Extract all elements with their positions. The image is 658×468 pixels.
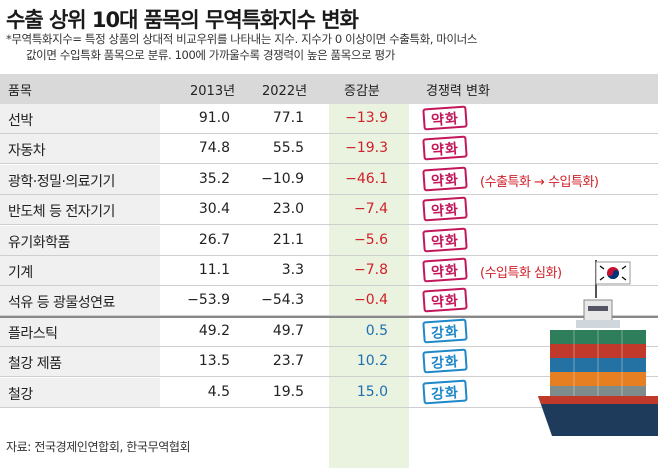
header-competitiveness: 경쟁력 변화 — [426, 84, 490, 99]
row-item: 플라스틱 — [8, 325, 58, 342]
row-name-bg — [0, 225, 160, 255]
competitiveness-stamp: 강화 — [422, 348, 468, 374]
container-stack — [550, 330, 646, 396]
row-name-bg — [0, 104, 160, 133]
table-row: 철강 제품 13.5 23.7 10.2 강화 — [0, 347, 658, 378]
korean-flag-icon — [595, 260, 631, 298]
row-name-bg — [0, 256, 160, 285]
table-row: 선박 91.0 77.1 −13.9 약화 — [0, 104, 658, 134]
table-header: 품목 2013년 2022년 증감분 경쟁력 변화 — [0, 74, 658, 104]
table-row: 철강 4.5 19.5 15.0 강화 — [0, 377, 658, 408]
header-2013: 2013년 — [190, 84, 236, 99]
competitiveness-stamp: 약화 — [422, 196, 468, 222]
row-change: −46.1 — [345, 170, 388, 187]
row-2022: 19.5 — [272, 383, 304, 400]
row-change: −19.3 — [345, 140, 388, 157]
row-name-bg — [0, 134, 160, 164]
row-2013: 26.7 — [198, 231, 230, 248]
row-name-bg — [0, 377, 160, 407]
row-item: 기계 — [8, 265, 33, 281]
row-2013: 30.4 — [198, 201, 230, 218]
row-name-bg — [0, 286, 160, 316]
note-line-2: 값이면 수입특화 품목으로 분류. 100에 가까울수록 경쟁력이 높은 품목으… — [26, 48, 395, 62]
row-2013: 74.8 — [198, 140, 230, 157]
row-2022: −10.9 — [261, 170, 304, 187]
competitiveness-stamp: 약화 — [422, 287, 468, 313]
row-change: 15.0 — [356, 383, 388, 400]
row-name-bg — [0, 347, 160, 377]
ship-hull — [538, 396, 658, 436]
row-2022: 3.3 — [281, 262, 304, 278]
competitiveness-stamp: 강화 — [422, 318, 468, 344]
row-item: 선박 — [8, 113, 33, 129]
row-rule — [0, 193, 658, 195]
table-row: 기계 11.1 3.3 −7.8 약화 (수입특화 심화) — [0, 256, 658, 286]
row-2013: 91.0 — [198, 110, 230, 126]
row-item: 자동차 — [8, 143, 46, 160]
row-item: 유기화학품 — [8, 234, 70, 251]
row-change: −7.8 — [354, 262, 388, 278]
row-name-bg — [0, 195, 160, 225]
weaken-strengthen-divider — [0, 315, 658, 318]
source-credit: 자료: 전국경제인연합회, 한국무역협회 — [6, 440, 191, 454]
row-change: −0.4 — [354, 292, 388, 309]
row-item: 철강 — [8, 386, 33, 403]
table-row: 자동차 74.8 55.5 −19.3 약화 — [0, 134, 658, 165]
row-name-bg — [0, 164, 160, 194]
header-change: 증감분 — [344, 84, 380, 99]
header-item: 품목 — [8, 84, 32, 99]
competitiveness-stamp: 약화 — [422, 166, 468, 192]
row-change: −5.6 — [354, 231, 388, 248]
table-row: 유기화학품 26.7 21.1 −5.6 약화 — [0, 225, 658, 256]
row-2022: 21.1 — [272, 231, 304, 248]
chart-title: 수출 상위 10대 품목의 무역특화지수 변화 — [6, 8, 359, 32]
definition-note: *무역특화지수= 특정 상품의 상대적 비교우위를 나타내는 지수. 지수가 0… — [6, 31, 656, 63]
row-2022: 23.7 — [272, 353, 304, 370]
row-note: (수출특화 → 수입특화) — [480, 174, 599, 190]
row-rule — [0, 285, 658, 286]
row-item: 철강 제품 — [8, 356, 62, 373]
row-2013: −53.9 — [187, 292, 230, 309]
row-rule — [0, 163, 658, 165]
row-change: −13.9 — [345, 110, 388, 126]
row-2022: 77.1 — [272, 110, 304, 126]
row-2022: 55.5 — [272, 140, 304, 157]
competitiveness-stamp: 약화 — [422, 257, 468, 283]
row-change: 10.2 — [356, 353, 388, 370]
container-ship-illustration — [538, 260, 658, 436]
row-2013: 11.1 — [198, 262, 230, 278]
row-rule — [0, 224, 658, 226]
row-rule — [0, 133, 658, 134]
competitiveness-stamp: 약화 — [422, 135, 468, 161]
row-note: (수입특화 심화) — [480, 266, 562, 281]
row-item: 반도체 등 전자기기 — [8, 204, 115, 221]
row-name-bg — [0, 316, 160, 346]
row-rule — [0, 376, 658, 378]
note-line-1: *무역특화지수= 특정 상품의 상대적 비교우위를 나타내는 지수. 지수가 0… — [6, 32, 478, 46]
ship-bridge — [576, 299, 620, 328]
row-2013: 13.5 — [198, 353, 230, 370]
row-2013: 4.5 — [207, 383, 230, 400]
row-item: 광학·정밀·의료기기 — [8, 173, 115, 190]
row-change: 0.5 — [365, 322, 388, 339]
row-2022: 23.0 — [272, 201, 304, 218]
header-2022: 2022년 — [262, 84, 308, 99]
row-2022: −54.3 — [261, 292, 304, 309]
row-change: −7.4 — [354, 201, 388, 218]
competitiveness-stamp: 약화 — [422, 105, 468, 131]
table-row: 플라스틱 49.2 49.7 0.5 강화 — [0, 316, 658, 347]
table-row: 광학·정밀·의료기기 35.2 −10.9 −46.1 약화 (수출특화 → 수입특화) — [0, 164, 658, 195]
row-2013: 49.2 — [198, 322, 230, 339]
row-rule — [0, 406, 658, 408]
row-2022: 49.7 — [272, 322, 304, 339]
row-rule — [0, 254, 658, 256]
row-2013: 35.2 — [198, 170, 230, 187]
row-item: 석유 등 광물성연료 — [8, 295, 115, 312]
table-row: 반도체 등 전자기기 30.4 23.0 −7.4 약화 — [0, 195, 658, 226]
competitiveness-stamp: 약화 — [422, 227, 468, 253]
row-rule — [0, 345, 658, 347]
competitiveness-stamp: 강화 — [422, 379, 468, 405]
